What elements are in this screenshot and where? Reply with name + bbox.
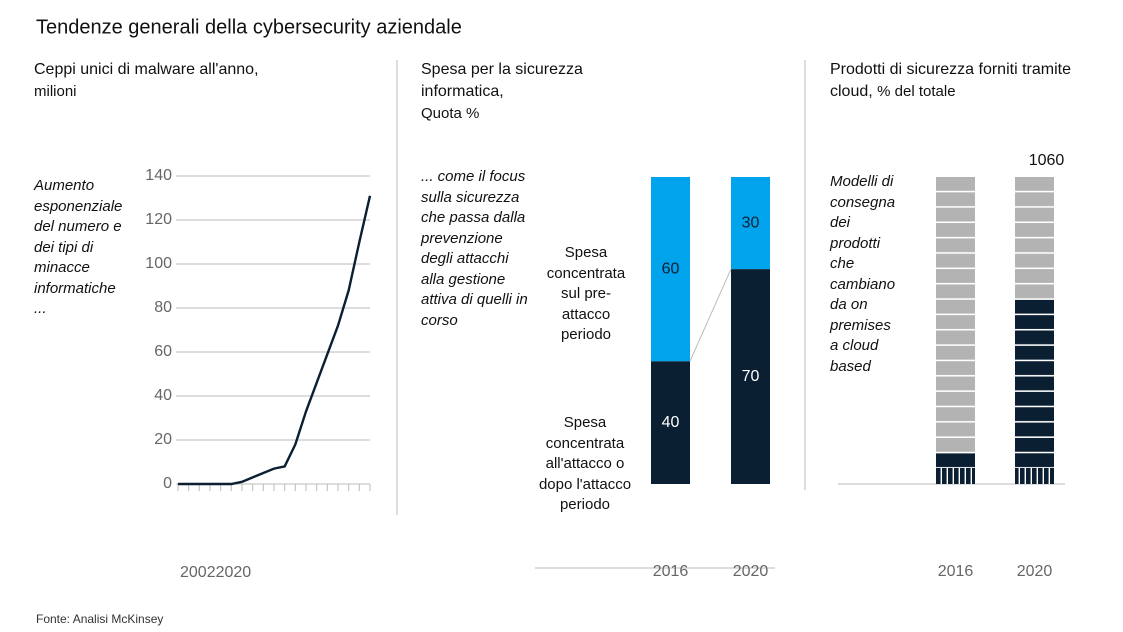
chart-subtitle: % del totale [877,83,956,100]
chart-title: Ceppi unici di malware all'anno, [34,61,259,78]
y-tick-label: 40 [154,387,172,404]
x-tick-label: 2016 [653,563,689,580]
x-tick-label: 2020 [733,563,769,580]
panel-title: Spesa per la sicurezza informatica, Quot… [421,59,621,125]
chart-title: Spesa per la sicurezza informatica, [421,61,583,100]
y-tick-label: 100 [145,255,172,272]
panel-title: Ceppi unici di malware all'anno, milioni [34,59,364,103]
value-label: 60 [662,260,680,277]
value-label: 40 [662,414,680,431]
x-tick-labels: 20022020 [180,564,251,581]
x-tick-label: 2020 [216,564,252,581]
x-tick-label: 2016 [938,563,974,580]
bar-segment [731,269,770,484]
bar-stripes [1015,177,1054,300]
line-series [178,195,372,486]
bar-stripes [936,177,975,454]
bar-segment [651,177,690,362]
bar-segment [651,361,690,484]
bar-segment [731,177,770,270]
source: Fonte: Analisi McKinsey [36,612,163,626]
y-tick-label: 0 [163,475,172,492]
y-tick-label: 120 [145,211,172,228]
chart-subtitle: milioni [34,83,77,100]
annotation: ... come il focus sulla sicurezza che pa… [421,168,528,329]
y-tick-label: 140 [145,167,172,184]
series-label: Spesa concentrata sul pre-attacco period… [546,244,626,343]
x-tick-label: 2002 [180,564,216,581]
y-tick-label: 20 [154,431,172,448]
value-label: 30 [742,214,760,231]
connector [689,268,732,362]
annotation: Modelli di consegna dei prodotti che cam… [830,173,896,375]
top-label: 1060 [1029,152,1065,169]
bar-base-stripes [1015,468,1054,484]
chart-subtitle: Quota % [421,105,480,122]
x-tick-label: 2020 [1017,563,1053,580]
bar-stripes [1015,299,1054,484]
panel-title: Prodotti di sicurezza forniti tramite cl… [830,59,1090,103]
y-tick-label: 60 [154,343,172,360]
bar-base-stripes [936,468,975,484]
value-label: 70 [742,368,760,385]
y-tick-label: 80 [154,299,172,316]
chart-title: Prodotti di sicurezza forniti tramite cl… [830,61,1071,100]
series-label: Spesa concentrata all'attacco o dopo l'a… [538,414,632,513]
main-title: Tendenze generali della cybersecurity az… [36,16,462,38]
annotation: Aumento esponenziale del numero e dei ti… [34,177,123,317]
